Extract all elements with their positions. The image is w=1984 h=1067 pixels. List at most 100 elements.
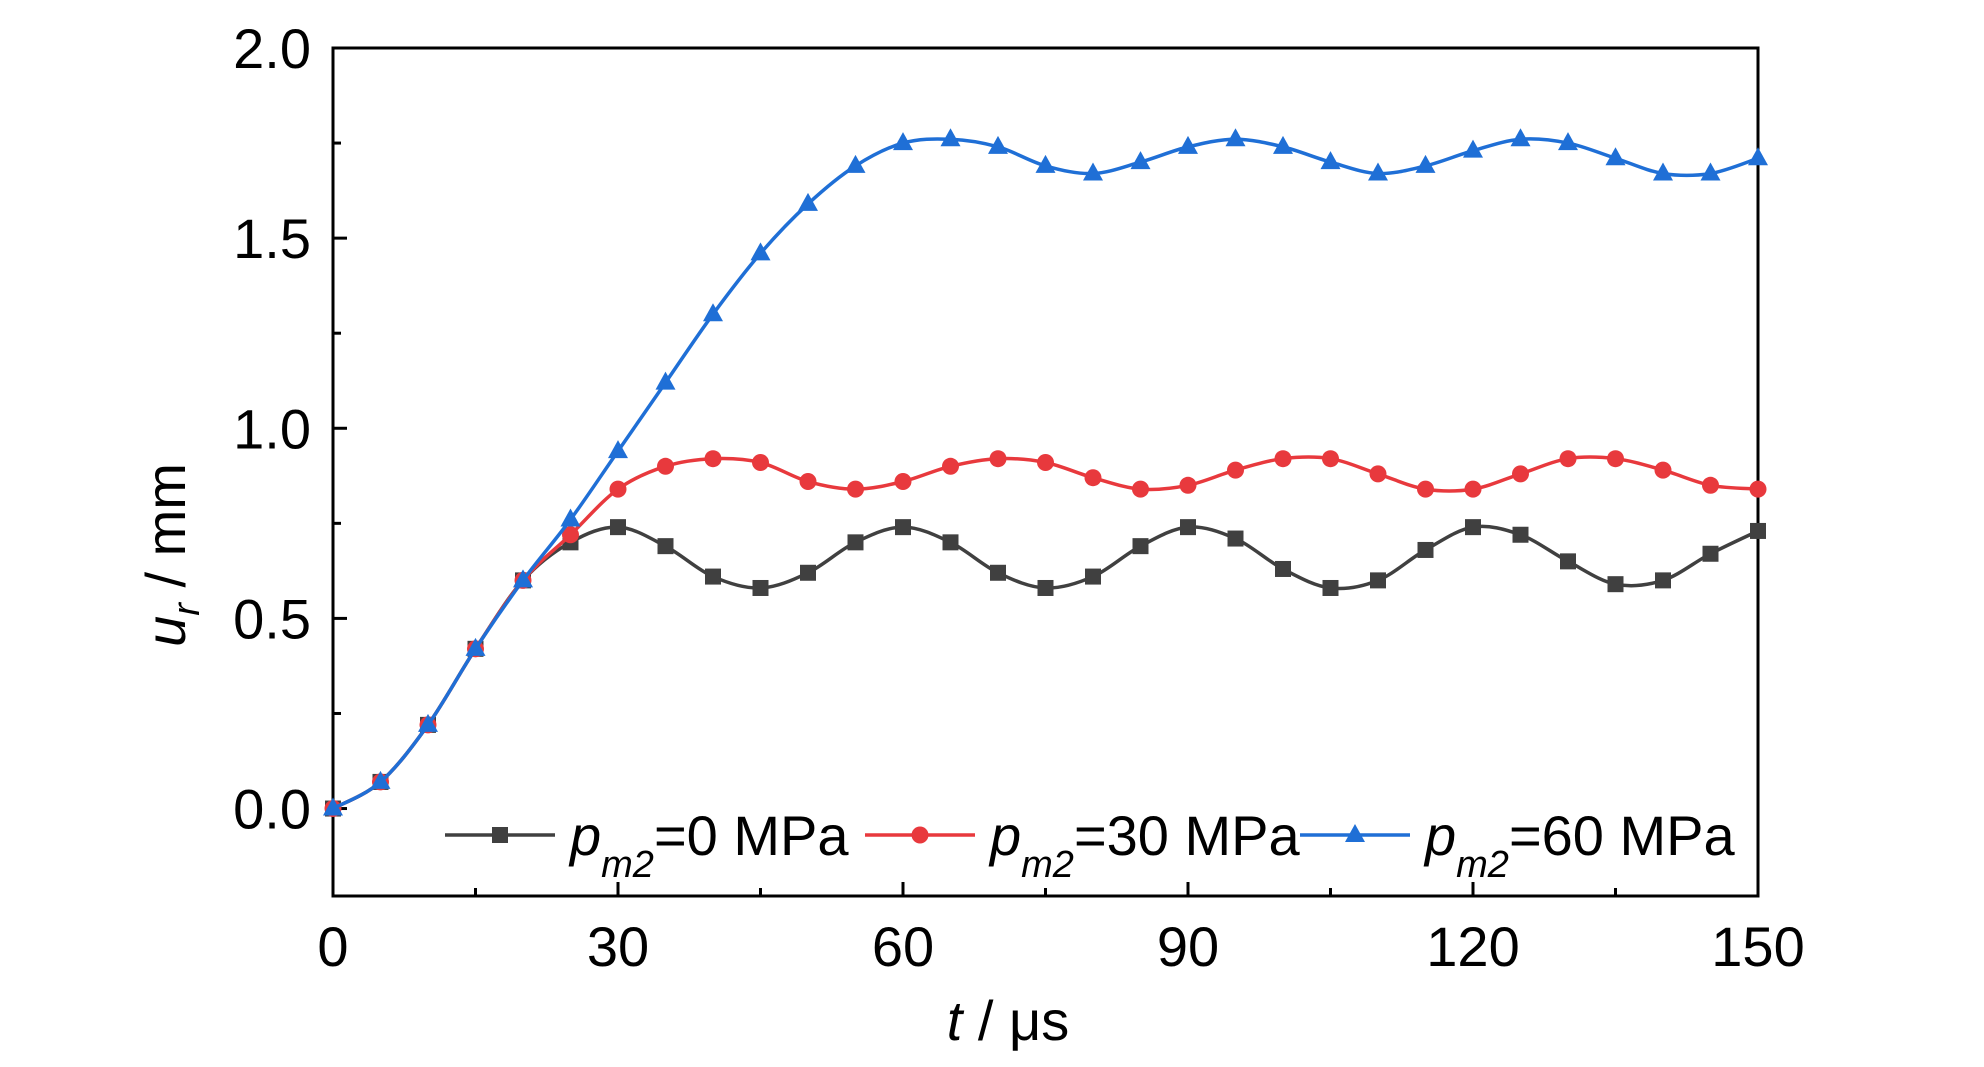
legend-label: pm2=0 MPa [568, 804, 849, 886]
data-point [1417, 480, 1434, 498]
data-point [1464, 480, 1482, 498]
data-point [847, 534, 864, 551]
data-point [1512, 465, 1529, 483]
data-point [847, 480, 864, 498]
x-tick-label: 0 [317, 915, 348, 978]
data-point [1512, 526, 1529, 543]
series-line [332, 524, 1759, 811]
data-point [1085, 568, 1101, 585]
data-point [1370, 572, 1386, 589]
data-point [845, 154, 866, 173]
data-point [1178, 135, 1198, 154]
series-3 [323, 128, 1768, 816]
data-point [1037, 453, 1054, 471]
x-axis-ticks: 0 30 60 90 120 150 [317, 882, 1805, 978]
legend-marker [911, 826, 929, 844]
x-axis-unit: / μs [962, 989, 1069, 1052]
y-axis-title: ur / mm [134, 463, 208, 647]
data-point [1368, 162, 1388, 181]
data-point [1700, 162, 1721, 181]
data-point [942, 534, 959, 551]
x-axis-symbol: t [947, 989, 965, 1052]
data-point [1132, 480, 1149, 498]
data-point [1655, 572, 1671, 589]
legend-marker [492, 827, 508, 843]
data-point [1130, 151, 1151, 170]
series-line [332, 137, 1759, 811]
data-point [1415, 154, 1436, 173]
legend-value: =0 MPa [654, 804, 849, 867]
data-point [990, 564, 1006, 581]
y-tick-label: 0.5 [233, 587, 311, 650]
data-point [1748, 147, 1768, 166]
data-point [752, 453, 769, 471]
data-point [1605, 147, 1626, 166]
y-axis-unit: / mm [134, 463, 197, 603]
data-point [704, 450, 722, 468]
legend-symbol: p [568, 804, 601, 867]
data-point [1560, 553, 1576, 570]
data-point [705, 568, 721, 585]
data-point [657, 538, 674, 555]
legend-symbol: p [1423, 804, 1456, 867]
legend: pm2=0 MPa pm2=30 MPa pm2=60 MPa [445, 804, 1736, 886]
y-axis-symbol: u [134, 616, 197, 647]
series-2 [324, 450, 1767, 818]
data-point [894, 473, 912, 491]
data-point [799, 473, 817, 491]
data-point [988, 135, 1008, 154]
x-axis-title: t / μs [947, 989, 1070, 1052]
data-point [989, 450, 1007, 468]
data-point [1653, 162, 1673, 181]
data-point [1702, 545, 1719, 562]
data-point [1322, 579, 1339, 596]
data-point [1558, 132, 1578, 151]
data-point [750, 242, 771, 261]
data-point [1322, 450, 1339, 468]
data-point [1275, 560, 1291, 577]
x-tick-label: 150 [1711, 915, 1804, 978]
legend-item: pm2=0 MPa [445, 804, 849, 886]
data-point [657, 457, 674, 475]
data-point [609, 480, 627, 498]
data-point [895, 519, 911, 536]
data-point [513, 569, 533, 588]
data-point [610, 519, 626, 536]
data-point [1654, 461, 1672, 479]
data-point [418, 713, 438, 732]
legend-item: pm2=30 MPa [865, 804, 1301, 886]
y-tick-label: 1.0 [233, 397, 311, 460]
legend-marker [1345, 824, 1365, 842]
data-point [893, 132, 913, 151]
data-point [1369, 465, 1387, 483]
data-point [1320, 151, 1341, 170]
plot-frame [331, 46, 1760, 898]
data-point [1037, 579, 1054, 596]
x-tick-label: 120 [1426, 915, 1519, 978]
legend-label: pm2=30 MPa [988, 804, 1301, 886]
data-point [560, 508, 581, 527]
data-point [800, 564, 816, 581]
data-point [1083, 162, 1103, 181]
data-point [703, 303, 723, 322]
data-point [1132, 538, 1149, 555]
x-tick-label: 90 [1157, 915, 1219, 978]
legend-value: =30 MPa [1074, 804, 1301, 867]
data-point [1180, 519, 1196, 536]
data-point [465, 637, 486, 656]
data-point [1417, 541, 1434, 558]
y-axis-subscript: r [166, 602, 208, 616]
data-point [1227, 530, 1244, 547]
data-point [1749, 480, 1767, 498]
legend-value: =60 MPa [1509, 804, 1736, 867]
x-tick-label: 30 [587, 915, 649, 978]
legend-item: pm2=60 MPa [1300, 804, 1736, 886]
data-point [1607, 450, 1624, 468]
y-tick-label: 1.5 [233, 207, 311, 270]
data-point [1702, 476, 1719, 494]
legend-symbol: p [988, 804, 1021, 867]
data-point [798, 192, 818, 211]
data-point [942, 457, 959, 475]
